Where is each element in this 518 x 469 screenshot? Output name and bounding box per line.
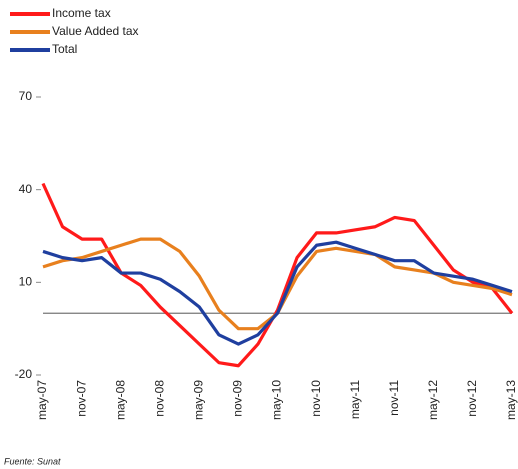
- x-tick-label: may-11: [348, 380, 362, 419]
- y-tick-label: -20: [15, 367, 33, 381]
- x-tick-label: nov-07: [74, 380, 88, 417]
- legend-label: Income tax: [52, 6, 111, 20]
- y-tick-label: 40: [19, 182, 33, 196]
- x-tick-label: nov-08: [152, 380, 166, 417]
- series-line: [42, 240, 513, 346]
- legend-label: Total: [52, 42, 77, 56]
- x-tick-label: nov-10: [309, 380, 323, 417]
- x-tick-label: may-10: [270, 380, 284, 420]
- x-tick-label: may-07: [35, 380, 49, 420]
- x-tick-label: may-13: [504, 380, 518, 420]
- x-tick-label: nov-11: [387, 380, 401, 416]
- y-tick-label: 10: [19, 275, 33, 289]
- x-tick-label: may-09: [192, 380, 206, 420]
- legend-label: Value Added tax: [52, 24, 139, 38]
- x-tick-label: may-12: [426, 380, 440, 420]
- y-tick-label: 70: [19, 89, 33, 103]
- x-tick-label: may-08: [113, 380, 127, 420]
- x-tick-label: nov-12: [465, 380, 479, 417]
- x-tick-label: nov-09: [231, 380, 245, 417]
- source-note: Fuente: Sunat: [4, 456, 61, 466]
